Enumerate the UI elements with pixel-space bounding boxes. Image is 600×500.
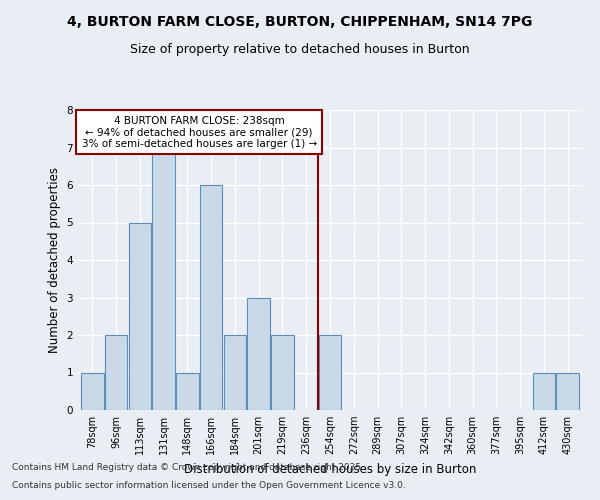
Text: 4 BURTON FARM CLOSE: 238sqm
← 94% of detached houses are smaller (29)
3% of semi: 4 BURTON FARM CLOSE: 238sqm ← 94% of det…	[82, 116, 317, 149]
Bar	[200, 185, 223, 410]
Text: Contains public sector information licensed under the Open Government Licence v3: Contains public sector information licen…	[12, 481, 406, 490]
Bar	[152, 148, 175, 410]
Bar	[176, 372, 199, 410]
Bar	[556, 372, 579, 410]
Bar	[128, 222, 151, 410]
Bar	[533, 372, 555, 410]
Bar	[81, 372, 104, 410]
Bar	[271, 335, 294, 410]
Bar	[105, 335, 127, 410]
Text: Contains HM Land Registry data © Crown copyright and database right 2025.: Contains HM Land Registry data © Crown c…	[12, 464, 364, 472]
Y-axis label: Number of detached properties: Number of detached properties	[48, 167, 61, 353]
Text: Size of property relative to detached houses in Burton: Size of property relative to detached ho…	[130, 42, 470, 56]
Bar	[247, 298, 270, 410]
Bar	[319, 335, 341, 410]
Bar	[224, 335, 246, 410]
X-axis label: Distribution of detached houses by size in Burton: Distribution of detached houses by size …	[184, 462, 476, 475]
Text: 4, BURTON FARM CLOSE, BURTON, CHIPPENHAM, SN14 7PG: 4, BURTON FARM CLOSE, BURTON, CHIPPENHAM…	[67, 15, 533, 29]
